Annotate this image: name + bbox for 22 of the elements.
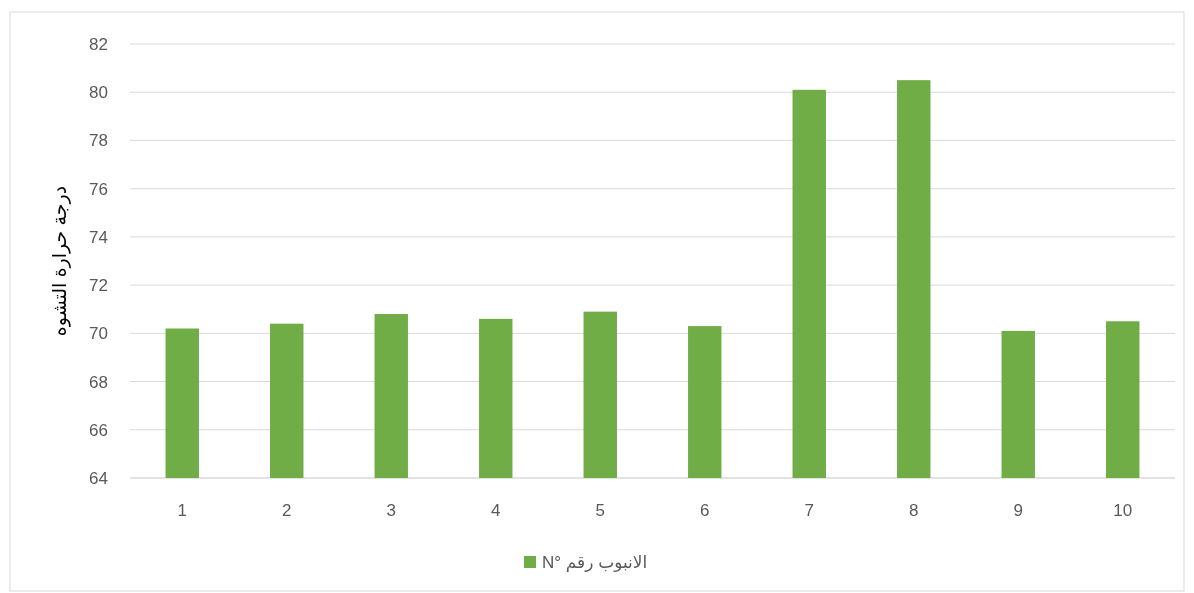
- y-tick-label: 68: [89, 372, 108, 392]
- y-tick-label: 82: [89, 35, 108, 54]
- x-tick-label: 9: [1013, 501, 1023, 520]
- y-tick-label: 72: [89, 276, 108, 296]
- y-tick-label: 74: [89, 227, 108, 247]
- x-tick-label: 10: [1113, 501, 1133, 520]
- y-axis-title: درجة حرارة التشوه: [49, 185, 71, 337]
- x-tick-label: 4: [491, 501, 501, 520]
- y-tick-label: 64: [89, 469, 108, 488]
- x-tick-label: 5: [595, 501, 605, 520]
- x-tick-label: 7: [804, 501, 814, 520]
- x-tick-label: 8: [909, 501, 919, 520]
- legend-label: الانبوب رقم N°: [542, 553, 648, 573]
- y-tick-label: 70: [89, 324, 108, 344]
- x-tick-label: 6: [700, 501, 710, 520]
- y-tick-label: 80: [89, 83, 108, 103]
- y-tick-label: 78: [89, 131, 108, 151]
- x-tick-label: 3: [386, 501, 396, 520]
- y-tick-label: 76: [89, 179, 108, 199]
- y-tick-label: 66: [89, 420, 108, 440]
- x-tick-label: 1: [177, 501, 187, 520]
- x-tick-label: 2: [282, 501, 292, 520]
